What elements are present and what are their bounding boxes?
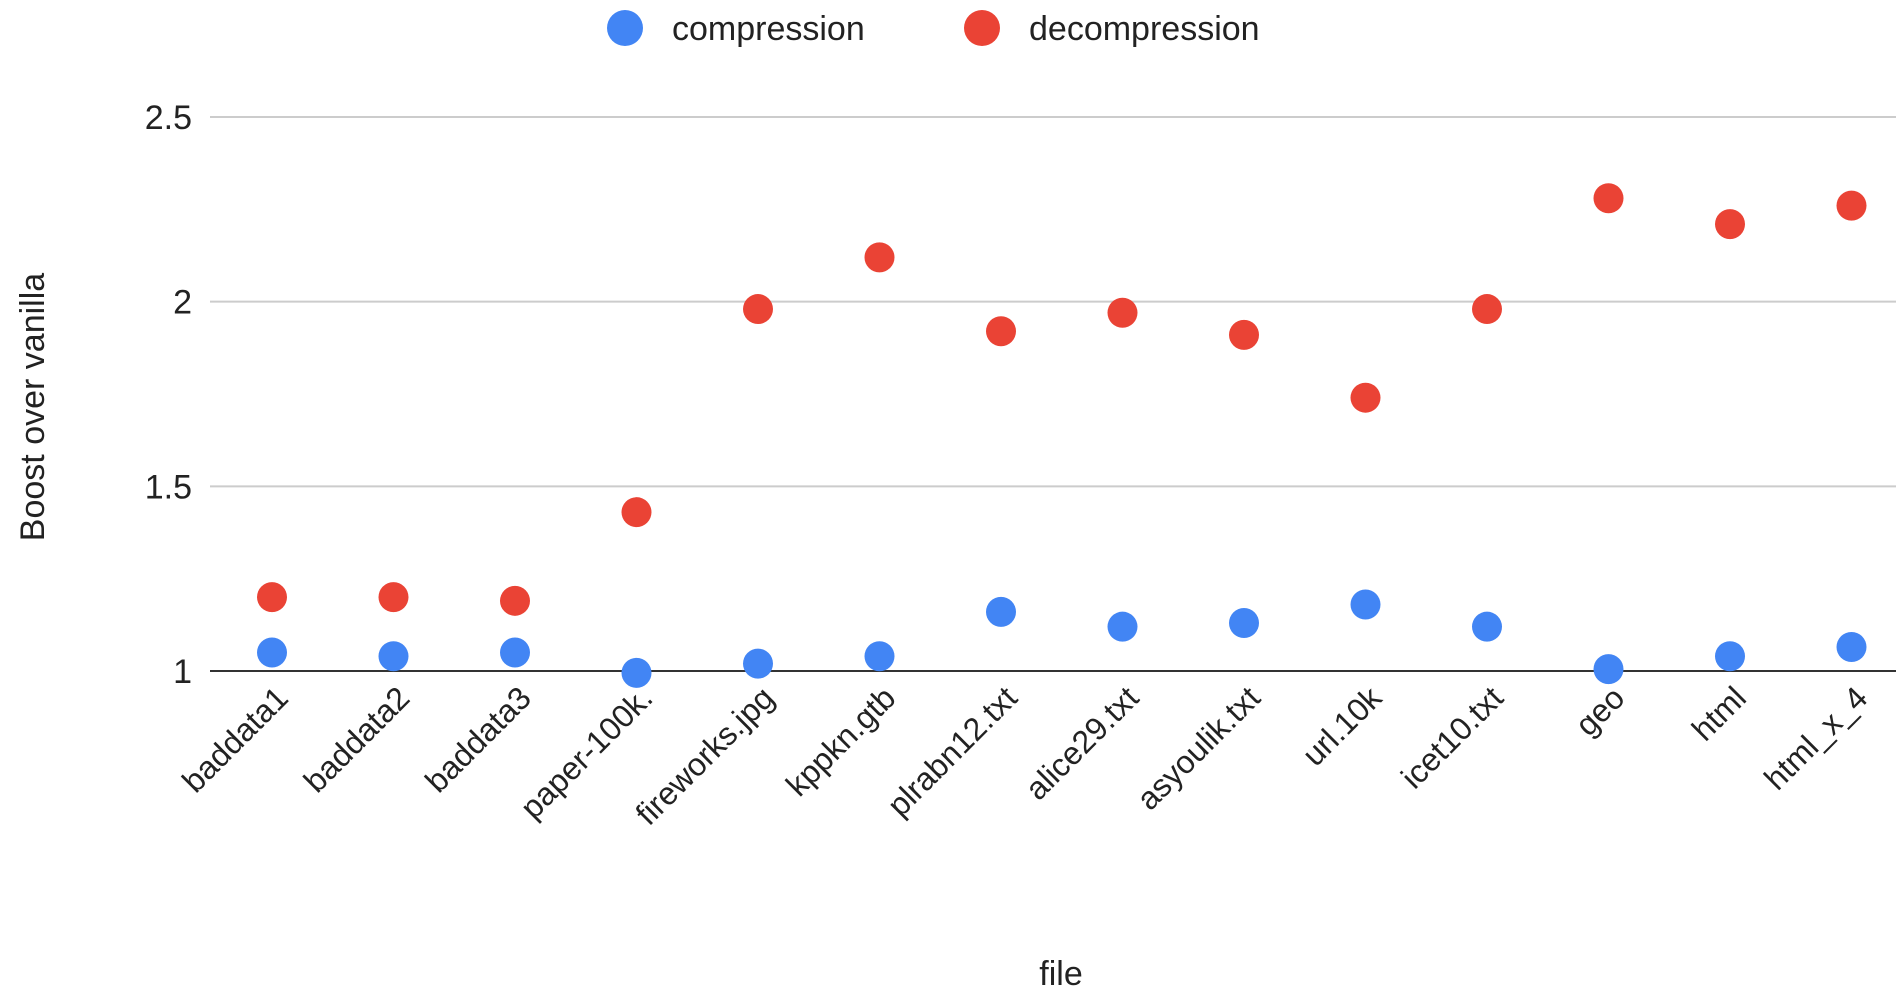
decompression-point — [257, 582, 287, 613]
x-axis-title: file — [1039, 955, 1082, 990]
x-tick-label: url.10k — [1295, 679, 1389, 773]
gridlines — [210, 116, 1896, 672]
decompression-point — [986, 316, 1016, 347]
compression-point — [743, 648, 773, 679]
compression-point — [1715, 641, 1745, 672]
x-tick-label: baddata2 — [297, 679, 417, 799]
x-tick-label: kppkn.gtb — [779, 679, 903, 803]
x-tick-label: baddata3 — [418, 679, 538, 799]
decompression-point — [1593, 183, 1624, 214]
y-tick-label: 2.5 — [145, 99, 192, 137]
decompression-point — [1836, 190, 1867, 221]
compression-point — [257, 637, 287, 668]
decompression-point — [500, 585, 530, 616]
decompression-point — [1229, 319, 1259, 350]
compression-point — [1107, 611, 1138, 642]
decompression-point — [743, 294, 773, 325]
x-axis-ticks: baddata1 baddata2 baddata3paper-100k.firew… — [175, 679, 1874, 832]
y-tick-label: 2 — [173, 284, 192, 322]
x-tick-label: baddata1 — [175, 679, 295, 799]
compression-point — [378, 641, 409, 672]
compression-legend-label: compression — [672, 10, 865, 48]
decompression-point — [1715, 209, 1745, 240]
decompression-legend-marker — [964, 10, 1000, 46]
compression-point — [1229, 607, 1259, 638]
decompression-point — [1472, 294, 1502, 325]
x-tick-label: asyoulik.txt — [1130, 679, 1267, 816]
y-axis-ticks: 1 1.5 2 2.5 — [145, 99, 192, 691]
series-decompression — [257, 183, 1867, 616]
y-tick-label: 1 — [173, 653, 192, 691]
decompression-point — [621, 497, 652, 528]
compression-point — [621, 657, 652, 688]
y-tick-label: 1.5 — [145, 468, 192, 506]
compression-point — [500, 637, 530, 668]
x-tick-label: html_x_4 — [1757, 679, 1874, 796]
x-tick-label: html — [1685, 679, 1753, 747]
compression-point — [1836, 631, 1867, 662]
compression-point — [1593, 654, 1624, 685]
compression-legend-marker — [607, 10, 643, 46]
decompression-point — [1350, 382, 1381, 413]
data-points — [257, 183, 1867, 688]
x-tick-label: plrabn12.txt — [880, 679, 1024, 823]
decompression-legend-label: decompression — [1029, 10, 1260, 48]
compression-point — [986, 596, 1016, 627]
x-tick-label: alice29.txt — [1018, 679, 1145, 806]
x-tick-label: geo — [1568, 679, 1631, 742]
legend: compression decompression — [607, 10, 1260, 48]
x-tick-label: icet10.txt — [1394, 679, 1510, 795]
compression-point — [1350, 589, 1381, 620]
decompression-point — [864, 242, 895, 273]
decompression-point — [378, 582, 409, 613]
y-axis-title: Boost over vanilla — [14, 273, 52, 541]
series-compression — [257, 589, 1867, 688]
compression-point — [864, 641, 895, 672]
compression-point — [1472, 611, 1502, 642]
decompression-point — [1107, 297, 1138, 328]
